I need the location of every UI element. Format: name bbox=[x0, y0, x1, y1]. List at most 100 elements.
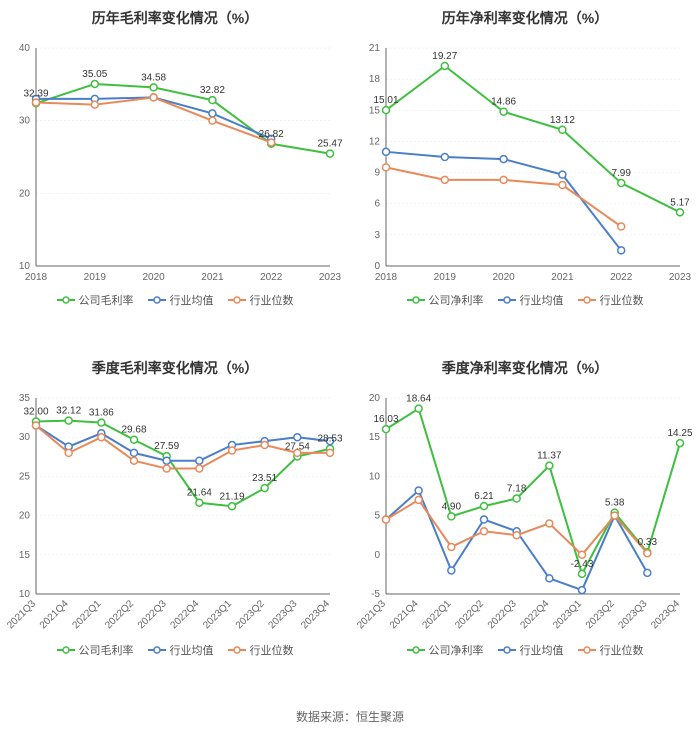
svg-text:2022Q4: 2022Q4 bbox=[169, 598, 202, 631]
data-point bbox=[546, 575, 553, 582]
svg-text:2023Q3: 2023Q3 bbox=[617, 598, 650, 631]
data-point bbox=[261, 485, 268, 492]
svg-text:2020: 2020 bbox=[142, 272, 165, 283]
svg-text:18: 18 bbox=[369, 74, 381, 85]
data-point bbox=[644, 550, 651, 557]
data-label: 21.64 bbox=[187, 488, 212, 499]
legend-item: 行业均值 bbox=[148, 292, 214, 308]
chart-title: 季度净利率变化情况（%） bbox=[354, 358, 696, 378]
data-point bbox=[383, 164, 390, 171]
legend-marker-icon bbox=[57, 645, 75, 655]
data-point bbox=[579, 570, 586, 577]
data-point bbox=[261, 442, 268, 449]
data-point bbox=[294, 434, 301, 441]
data-label: 31.86 bbox=[89, 408, 114, 419]
data-point bbox=[441, 154, 448, 161]
data-label: 32.82 bbox=[200, 85, 225, 96]
data-point bbox=[209, 110, 216, 117]
data-point bbox=[268, 139, 275, 146]
legend-label: 行业位数 bbox=[250, 292, 294, 308]
legend-marker-icon bbox=[407, 645, 425, 655]
data-point bbox=[91, 101, 98, 108]
chart-legend: 公司净利率行业均值行业位数 bbox=[354, 292, 696, 308]
data-point bbox=[618, 180, 625, 187]
data-label: 0.33 bbox=[638, 537, 658, 548]
chart-grid: 历年毛利率变化情况（%）1020304020182019202020212022… bbox=[0, 0, 700, 700]
svg-text:5: 5 bbox=[374, 511, 380, 522]
legend-marker-icon bbox=[407, 295, 425, 305]
chart-legend: 公司毛利率行业均值行业位数 bbox=[4, 642, 346, 658]
data-point bbox=[500, 176, 507, 183]
svg-text:20: 20 bbox=[19, 511, 31, 522]
chart-title: 历年净利率变化情况（%） bbox=[354, 8, 696, 28]
data-label: 6.21 bbox=[474, 491, 494, 502]
svg-text:2022Q1: 2022Q1 bbox=[71, 598, 104, 631]
series-line bbox=[36, 84, 330, 154]
panel-quarterly-gross-margin: 季度毛利率变化情况（%）1015202530352021Q32021Q42022… bbox=[0, 350, 350, 700]
data-label: 25.47 bbox=[317, 139, 342, 150]
svg-text:3: 3 bbox=[374, 230, 380, 241]
svg-text:2022: 2022 bbox=[610, 272, 633, 283]
svg-text:2018: 2018 bbox=[25, 272, 48, 283]
data-label: 32.12 bbox=[56, 406, 81, 417]
svg-text:2022Q3: 2022Q3 bbox=[486, 598, 519, 631]
data-point bbox=[131, 436, 138, 443]
svg-text:2022Q2: 2022Q2 bbox=[453, 598, 486, 631]
data-point bbox=[559, 171, 566, 178]
legend-label: 公司净利率 bbox=[429, 292, 484, 308]
data-point bbox=[65, 417, 72, 424]
series-line bbox=[386, 409, 680, 574]
svg-text:0: 0 bbox=[374, 550, 380, 561]
data-label: -2.43 bbox=[571, 559, 594, 570]
chart-svg: 03691215182120182019202020212022202315.0… bbox=[354, 32, 694, 290]
data-label: 5.38 bbox=[605, 498, 625, 509]
svg-text:20: 20 bbox=[369, 393, 381, 404]
data-point bbox=[481, 528, 488, 535]
data-point bbox=[481, 516, 488, 523]
legend-item: 公司毛利率 bbox=[57, 642, 134, 658]
data-label: 32.39 bbox=[23, 88, 48, 99]
legend-label: 公司净利率 bbox=[429, 642, 484, 658]
data-point bbox=[196, 499, 203, 506]
data-label: 28.53 bbox=[317, 434, 342, 445]
svg-text:2023Q1: 2023Q1 bbox=[551, 598, 584, 631]
series-line bbox=[36, 97, 271, 142]
panel-annual-net-margin: 历年净利率变化情况（%）0369121518212018201920202021… bbox=[350, 0, 700, 350]
data-label: 27.54 bbox=[285, 441, 310, 452]
data-point bbox=[229, 503, 236, 510]
svg-text:2023Q1: 2023Q1 bbox=[201, 598, 234, 631]
svg-text:0: 0 bbox=[374, 261, 380, 272]
svg-text:25: 25 bbox=[19, 471, 31, 482]
legend-item: 行业位数 bbox=[228, 642, 294, 658]
legend-marker-icon bbox=[228, 645, 246, 655]
data-point bbox=[383, 516, 390, 523]
chart-title: 季度毛利率变化情况（%） bbox=[4, 358, 346, 378]
data-point bbox=[500, 108, 507, 115]
legend-marker-icon bbox=[578, 645, 596, 655]
legend-label: 行业位数 bbox=[600, 642, 644, 658]
panel-annual-gross-margin: 历年毛利率变化情况（%）1020304020182019202020212022… bbox=[0, 0, 350, 350]
chart-legend: 公司毛利率行业均值行业位数 bbox=[4, 292, 346, 308]
chart-legend: 公司净利率行业均值行业位数 bbox=[354, 642, 696, 658]
legend-item: 公司净利率 bbox=[407, 642, 484, 658]
svg-text:20: 20 bbox=[19, 188, 31, 199]
data-point bbox=[98, 419, 105, 426]
svg-text:2019: 2019 bbox=[434, 272, 457, 283]
chart-title: 历年毛利率变化情况（%） bbox=[4, 8, 346, 28]
data-label: 29.68 bbox=[121, 425, 146, 436]
data-point bbox=[383, 426, 390, 433]
legend-marker-icon bbox=[148, 295, 166, 305]
data-label: 27.59 bbox=[154, 441, 179, 452]
svg-text:15: 15 bbox=[369, 432, 381, 443]
data-point bbox=[618, 247, 625, 254]
data-label: 13.12 bbox=[550, 115, 575, 126]
svg-text:2021: 2021 bbox=[201, 272, 224, 283]
svg-text:2022Q4: 2022Q4 bbox=[519, 598, 552, 631]
svg-text:2021Q4: 2021Q4 bbox=[38, 598, 71, 631]
data-point bbox=[209, 117, 216, 124]
chart-svg: -5051015202021Q32021Q42022Q12022Q22022Q3… bbox=[354, 382, 694, 640]
svg-text:2023Q2: 2023Q2 bbox=[584, 598, 617, 631]
legend-item: 公司净利率 bbox=[407, 292, 484, 308]
data-point bbox=[33, 422, 40, 429]
data-point bbox=[131, 457, 138, 464]
